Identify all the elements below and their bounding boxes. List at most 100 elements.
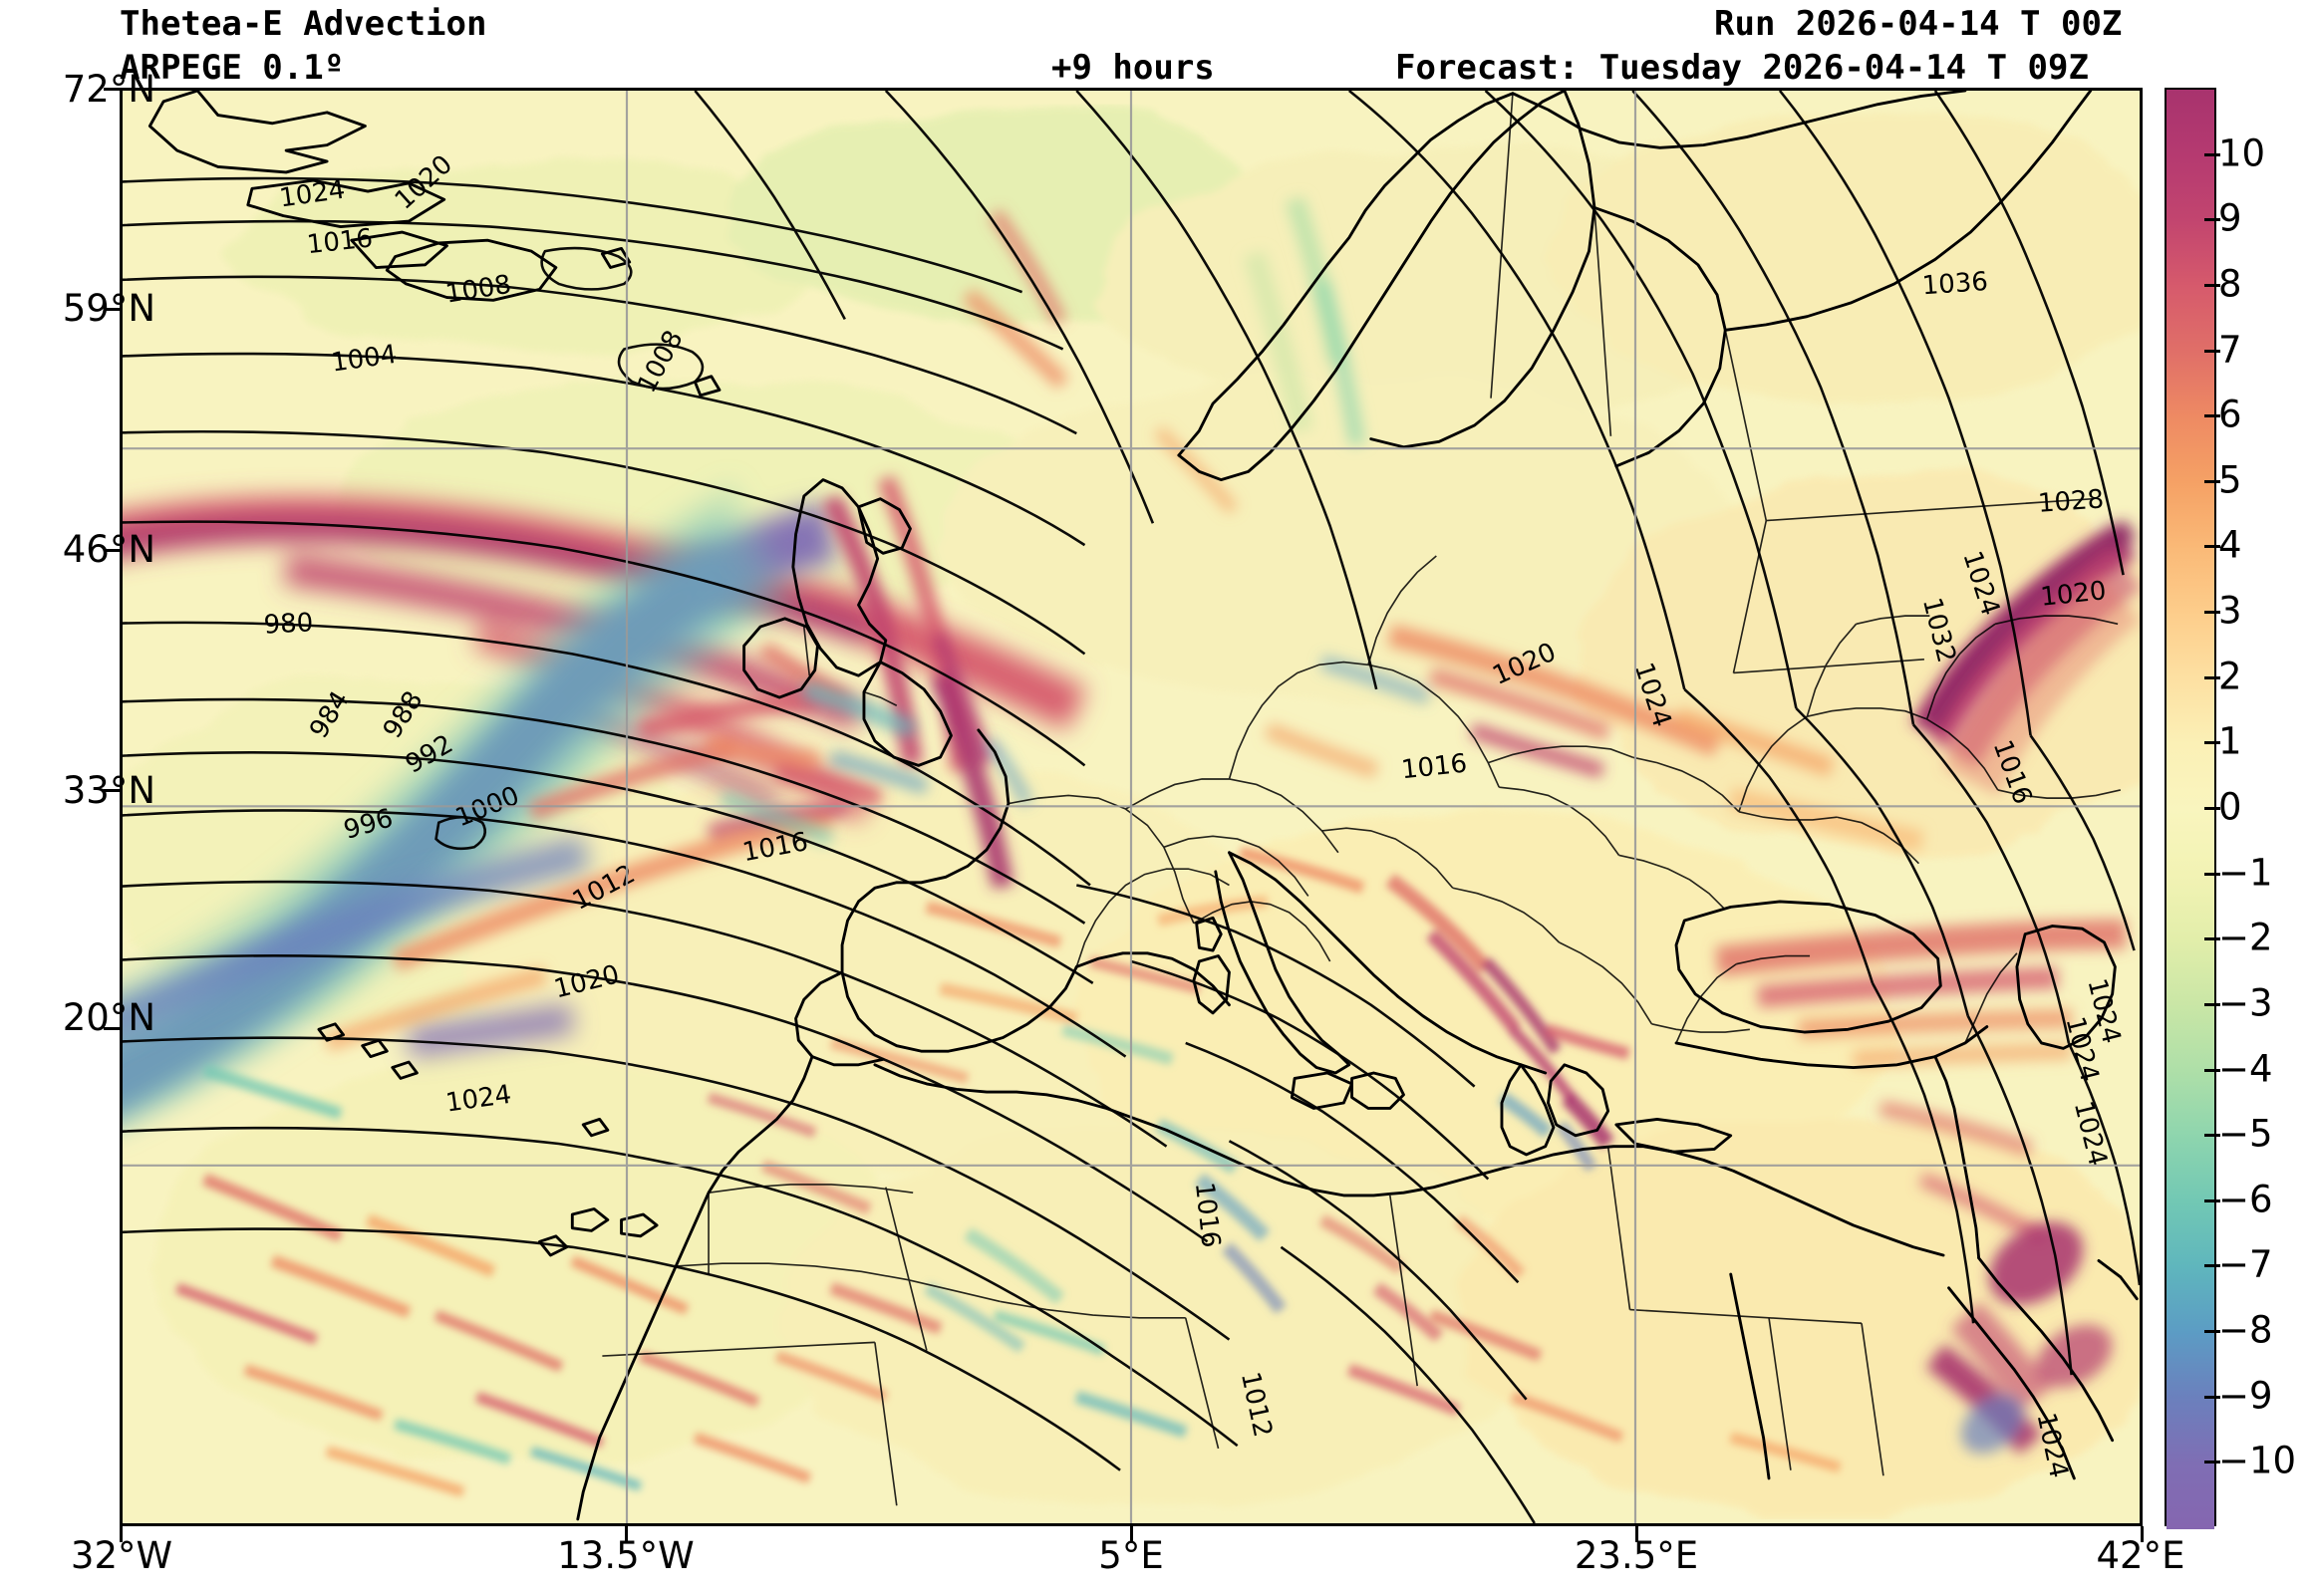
isobar-label: 980: [263, 608, 314, 641]
colorbar-segment: [2167, 220, 2214, 287]
colorbar-segment: [2167, 809, 2214, 876]
colorbar-tick-mark: [2204, 1002, 2220, 1006]
colorbar-tick-mark: [2204, 611, 2220, 615]
colorbar-segment: [2167, 351, 2214, 417]
colorbar-tick-label: 10: [2218, 132, 2266, 175]
colorbar-tick-mark: [2204, 283, 2220, 287]
colorbar-tick-mark: [2204, 1395, 2220, 1399]
isobar-label: 1016: [1400, 749, 1469, 786]
colorbar-segment: [2167, 90, 2214, 156]
colorbar-tick-mark: [2204, 872, 2220, 876]
colorbar-tick-label: 1: [2218, 719, 2242, 763]
colorbar-tick-label: −7: [2218, 1242, 2273, 1286]
colorbar-tick-label: 8: [2218, 262, 2242, 306]
colorbar-tick-mark: [2204, 479, 2220, 483]
colorbar-tick-mark: [2204, 741, 2220, 745]
colorbar-segment: [2167, 939, 2214, 1006]
y-tick-label-20n: 20°N: [62, 996, 155, 1039]
advection-sahara-streaks: [774, 1281, 1842, 1473]
advection-subtropical-cells: [174, 1064, 812, 1497]
advection-mediterranean-streaks: [707, 895, 1526, 1353]
x-tick-mark: [2141, 1526, 2144, 1542]
colorbar-tick-label: 7: [2218, 328, 2242, 372]
map-canvas[interactable]: 1024 1020 1016 1008 1008 1004 980 984 988 992 996 1…: [120, 88, 2143, 1526]
y-tick-mark: [104, 88, 120, 91]
x-tick-mark: [1130, 1526, 1133, 1542]
colorbar-tick-label: −3: [2218, 981, 2273, 1025]
y-tick-mark: [104, 789, 120, 792]
colorbar-segment: [2167, 416, 2214, 483]
colorbar-tick-label: −4: [2218, 1047, 2273, 1091]
colorbar-tick-mark: [2204, 1461, 2220, 1464]
colorbar-segment: [2167, 154, 2214, 221]
colorbar-segment: [2167, 677, 2214, 744]
forecast-time-label: Forecast: Tuesday 2026-04-14 T 09Z: [1395, 48, 2089, 88]
colorbar-segment: [2167, 1266, 2214, 1333]
colorbar-tick-label: −1: [2218, 851, 2273, 895]
colorbar-tick-label: 6: [2218, 393, 2242, 436]
page-title: Thetea-E Advection: [120, 4, 487, 44]
isobar-label: 1016: [306, 223, 375, 260]
y-tick-mark: [104, 1027, 120, 1030]
lead-time-label: +9 hours: [1051, 48, 1215, 88]
run-time-label: Run 2026-04-14 T 00Z: [1714, 4, 2123, 44]
colorbar-segment: [2167, 1332, 2214, 1399]
graticule: [123, 91, 2140, 1523]
advection-turkey-levant: [1715, 919, 2127, 1245]
advection-red-sea-cells: [1925, 1221, 2113, 1455]
colorbar-tick-label: −10: [2218, 1439, 2297, 1482]
colorbar-segment: [2167, 285, 2214, 353]
colorbar-tick-label: −5: [2218, 1112, 2273, 1156]
colorbar-tick-mark: [2204, 349, 2220, 353]
colorbar-segment: [2167, 1136, 2214, 1202]
colorbar-segment: [2167, 613, 2214, 679]
colorbar-tick-label: 5: [2218, 458, 2242, 502]
colorbar-segment: [2167, 1397, 2214, 1463]
colorbar-tick-mark: [2204, 545, 2220, 549]
advection-cold-nw-europe: [720, 680, 1033, 847]
advection-central-europe: [1264, 624, 1924, 853]
colorbar-tick-mark: [2204, 1264, 2220, 1268]
colorbar-tick-mark: [2204, 1198, 2220, 1202]
y-tick-mark: [104, 549, 120, 552]
colorbar-segment: [2167, 743, 2214, 810]
colorbar-tick-mark: [2204, 807, 2220, 810]
advection-cold-streak-south: [123, 835, 591, 1058]
isobar-label: 1016: [1189, 1181, 1226, 1249]
colorbar-tick-mark: [2204, 152, 2220, 156]
colorbar-tick-mark: [2204, 937, 2220, 941]
colorbar-tick-mark: [2204, 1330, 2220, 1334]
colorbar-tick-label: −6: [2218, 1178, 2273, 1221]
x-tick-mark: [1635, 1526, 1638, 1542]
isobar-label: 1028: [2037, 484, 2105, 519]
colorbar-segment: [2167, 481, 2214, 549]
x-tick-mark: [120, 1526, 123, 1542]
colorbar-tick-mark: [2204, 1134, 2220, 1138]
colorbar[interactable]: [2165, 88, 2216, 1529]
colorbar-segment: [2167, 1070, 2214, 1137]
isobar-contours: [123, 91, 2140, 1523]
colorbar-tick-label: −8: [2218, 1308, 2273, 1352]
colorbar-segment: [2167, 874, 2214, 940]
colorbar-tick-mark: [2204, 218, 2220, 222]
colorbar-segment: [2167, 547, 2214, 614]
colorbar-segment: [2167, 1200, 2214, 1268]
coastlines: [147, 91, 2139, 1521]
colorbar-tick-mark: [2204, 675, 2220, 679]
model-label: ARPEGE 0.1º: [120, 48, 345, 88]
colorbar-tick-label: 4: [2218, 523, 2242, 567]
colorbar-tick-label: −9: [2218, 1374, 2273, 1418]
isobar-label: 1036: [1921, 267, 1989, 302]
country-borders: [602, 93, 2122, 1506]
colorbar-tick-label: 9: [2218, 196, 2242, 240]
colorbar-tick-mark: [2204, 1068, 2220, 1072]
advection-alps-balkans: [1238, 846, 1630, 1172]
colorbar-tick-label: −2: [2218, 916, 2273, 959]
x-tick-mark: [625, 1526, 628, 1542]
colorbar-segment: [2167, 1004, 2214, 1072]
colorbar-tick-label: 3: [2218, 589, 2242, 633]
y-tick-mark: [104, 308, 120, 311]
colorbar-tick-label: 2: [2218, 655, 2242, 698]
